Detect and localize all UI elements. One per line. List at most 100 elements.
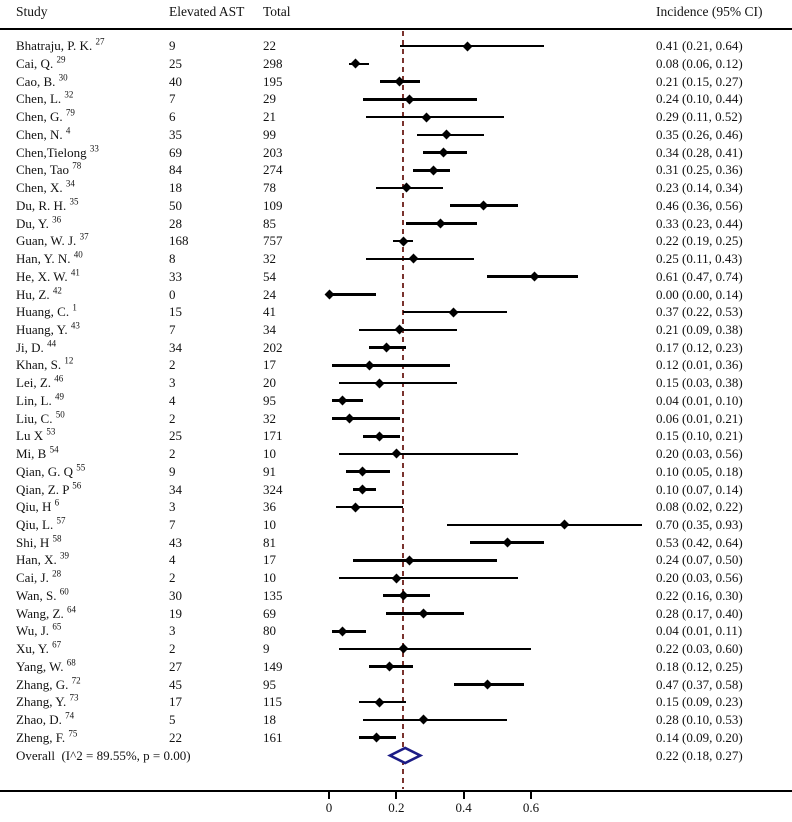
ci-value: 0.20 (0.03, 0.56) <box>656 446 743 462</box>
study-name: Chen, G. 79 <box>16 108 75 126</box>
point-estimate-marker <box>482 679 493 690</box>
study-row: Wu, J. 65 3 80 0.04 (0.01, 0.11) <box>0 622 792 640</box>
study-ref: 78 <box>72 161 82 172</box>
study-name: Qiu, L. 57 <box>16 516 65 534</box>
total-value: 81 <box>263 534 276 550</box>
ci-value: 0.28 (0.17, 0.40) <box>656 605 743 621</box>
total-value: 149 <box>263 658 283 674</box>
study-name-text: Yang, W. <box>16 658 64 674</box>
total-value: 274 <box>263 162 283 178</box>
point-estimate-marker <box>441 129 452 140</box>
study-ref: 37 <box>79 232 89 242</box>
events-value: 15 <box>169 304 182 320</box>
study-name-text: Ji, D. <box>16 339 44 355</box>
study-name-text: Qian, G. Q <box>16 463 74 479</box>
overall-diamond <box>386 746 423 765</box>
study-row: Lei, Z. 46 3 20 0.15 (0.03, 0.38) <box>0 374 792 392</box>
point-estimate-marker <box>404 555 415 566</box>
study-name: Khan, S. 12 <box>16 356 73 374</box>
ci-line <box>399 44 545 48</box>
point-estimate-marker <box>391 448 402 459</box>
point-estimate-marker <box>421 112 432 123</box>
point-estimate-marker <box>404 94 415 105</box>
total-value: 202 <box>263 339 283 355</box>
study-name-text: Bhatraju, P. K. <box>16 38 93 54</box>
events-value: 7 <box>169 321 176 337</box>
study-name-text: Chen, X. <box>16 180 63 196</box>
study-name: Huang, C. 1 <box>16 303 77 321</box>
total-value: 10 <box>263 517 276 532</box>
study-row: Liu, C. 50 2 32 0.06 (0.01, 0.21) <box>0 410 792 428</box>
ci-value: 0.04 (0.01, 0.10) <box>656 392 743 408</box>
events-value: 50 <box>169 197 182 213</box>
study-ref: 33 <box>89 143 99 154</box>
ci-value: 0.61 (0.47, 0.74) <box>656 268 743 284</box>
study-name-text: Shi, H <box>16 534 50 550</box>
study-name-text: Han, Y. N. <box>16 251 71 267</box>
ci-value: 0.22 (0.19, 0.25) <box>656 233 743 249</box>
total-value: 17 <box>263 357 276 373</box>
study-name: Zhang, Y. 73 <box>16 693 78 711</box>
point-estimate-marker <box>324 289 334 300</box>
point-estimate-marker <box>337 395 348 406</box>
total-value: 24 <box>263 286 276 302</box>
point-estimate-marker <box>350 502 361 513</box>
total-value: 85 <box>263 215 276 231</box>
study-ref: 50 <box>55 409 65 420</box>
study-row: He, X. W. 41 33 54 0.61 (0.47, 0.74) <box>0 268 792 286</box>
point-estimate-marker <box>357 466 368 477</box>
study-name: Lin, L. 49 <box>16 392 64 410</box>
study-ref: 4 <box>65 125 71 136</box>
events-value: 2 <box>169 446 176 462</box>
ci-value: 0.35 (0.26, 0.46) <box>656 126 743 142</box>
ci-line <box>366 115 505 119</box>
events-value: 43 <box>169 534 182 550</box>
total-value: 91 <box>263 463 276 479</box>
study-name: Zheng, F. 75 <box>16 729 77 747</box>
study-row: Yang, W. 68 27 149 0.18 (0.12, 0.25) <box>0 658 792 676</box>
events-value: 17 <box>169 694 182 710</box>
study-name: Lu X 53 <box>16 427 55 445</box>
study-name-text: Guan, W. J. <box>16 233 77 249</box>
study-name: Guan, W. J. 37 <box>16 232 89 250</box>
study-ref: 75 <box>68 728 78 739</box>
study-row: Zhang, G. 72 45 95 0.47 (0.37, 0.58) <box>0 676 792 694</box>
events-value: 40 <box>169 73 182 89</box>
study-ref: 68 <box>66 657 76 668</box>
ci-value: 0.21 (0.15, 0.27) <box>656 73 743 89</box>
study-row: Guan, W. J. 37 168 757 0.22 (0.19, 0.25) <box>0 232 792 250</box>
study-row: Qiu, H 6 3 36 0.08 (0.02, 0.22) <box>0 498 792 516</box>
study-row: Chen, G. 79 6 21 0.29 (0.11, 0.52) <box>0 108 792 126</box>
point-estimate-marker <box>394 76 405 87</box>
study-row: Zheng, F. 75 22 161 0.14 (0.09, 0.20) <box>0 729 792 747</box>
ci-value: 0.29 (0.11, 0.52) <box>656 109 743 125</box>
events-value: 2 <box>169 641 176 657</box>
study-name-text: Lu X <box>16 428 44 444</box>
total-value: 36 <box>263 499 276 515</box>
events-value: 2 <box>169 357 176 373</box>
ci-value: 0.20 (0.03, 0.56) <box>656 570 743 586</box>
ci-value: 0.24 (0.07, 0.50) <box>656 552 743 568</box>
total-value: 203 <box>263 144 283 160</box>
point-estimate-marker <box>448 307 459 318</box>
point-estimate-marker <box>435 218 446 229</box>
events-value: 2 <box>169 570 176 586</box>
study-name: Yang, W. 68 <box>16 658 76 676</box>
study-ref: 29 <box>56 54 66 65</box>
study-name: Du, R. H. 35 <box>16 197 78 215</box>
point-estimate-marker <box>462 41 472 52</box>
ci-value: 0.25 (0.11, 0.43) <box>656 251 743 267</box>
study-name-text: Mi, B <box>16 446 47 462</box>
point-estimate-marker <box>559 519 570 530</box>
events-value: 69 <box>169 144 182 160</box>
study-name-text: Chen, G. <box>16 109 63 125</box>
ci-value: 0.15 (0.03, 0.38) <box>656 375 743 391</box>
total-value: 34 <box>263 321 276 337</box>
study-ref: 39 <box>60 551 70 562</box>
study-name-text: Du, Y. <box>16 215 49 231</box>
events-value: 7 <box>169 517 176 532</box>
total-value: 171 <box>263 428 283 444</box>
study-name: Hu, Z. 42 <box>16 286 62 304</box>
x-axis-tick-label: 0.2 <box>388 800 405 815</box>
x-axis-tick <box>395 792 398 799</box>
